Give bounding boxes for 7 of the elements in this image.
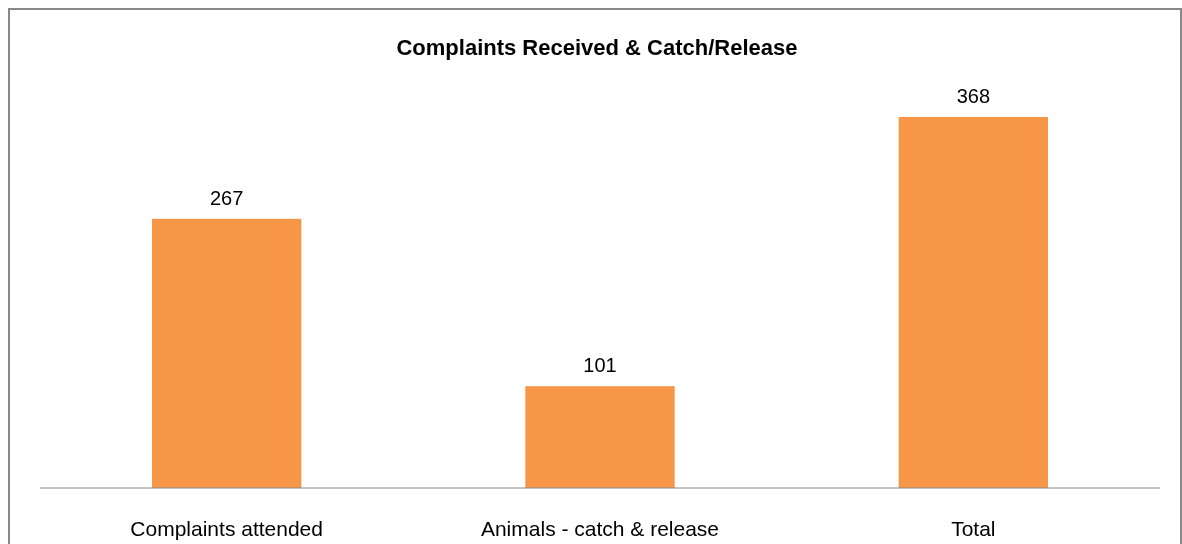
chart-title: Complaints Received & Catch/Release [396,35,798,60]
data-label: 101 [583,354,617,377]
x-tick-label: Complaints attended [130,517,323,540]
data-label: 368 [956,85,991,107]
data-label: 267 [209,186,244,209]
x-tick-label: Animals - catch & release [480,517,720,540]
x-tick-label: Total [951,517,996,540]
